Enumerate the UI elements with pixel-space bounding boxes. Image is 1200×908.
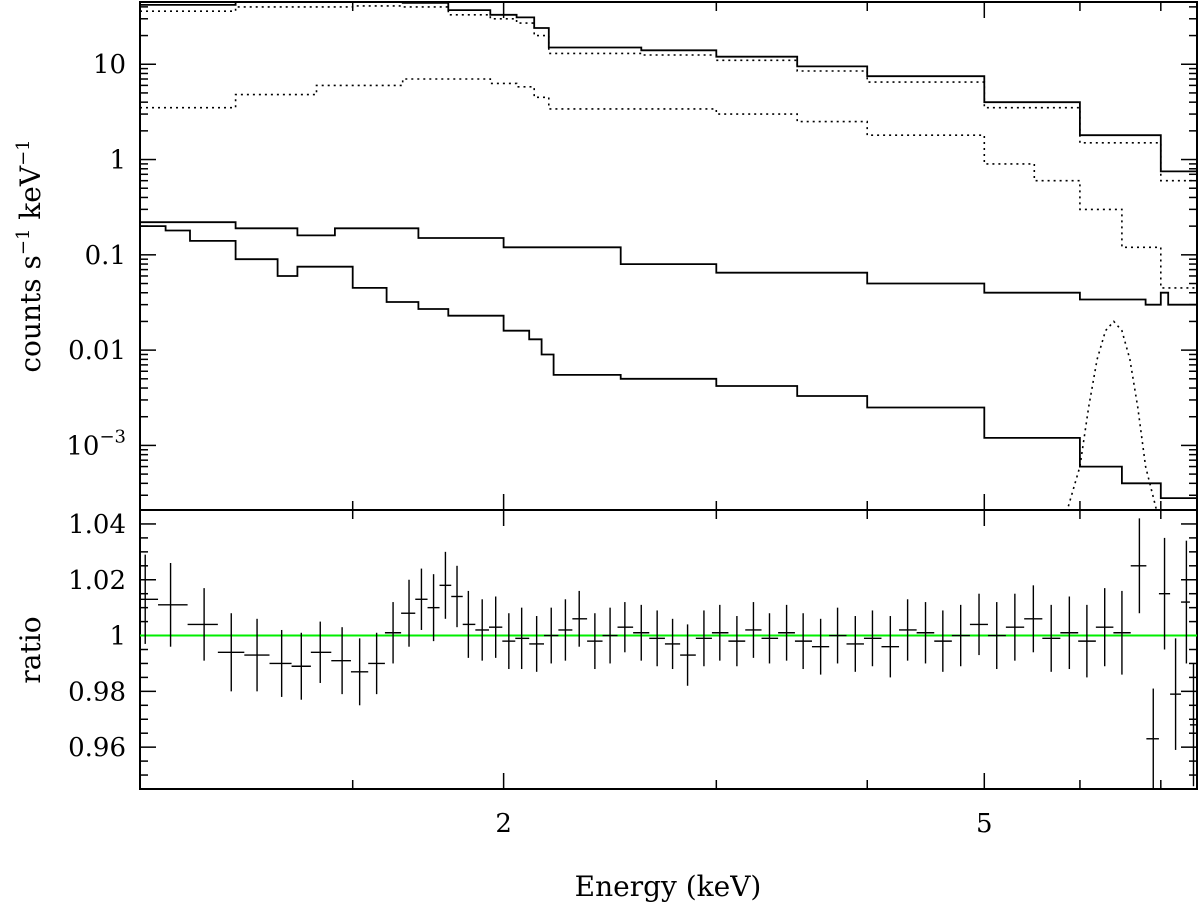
bottom-axis-ticks bbox=[140, 510, 1197, 789]
ratio-point bbox=[462, 590, 476, 658]
ratio-point bbox=[140, 554, 159, 644]
ratio-point bbox=[1078, 604, 1096, 678]
ratio-point bbox=[587, 613, 603, 670]
ratio-point bbox=[558, 599, 573, 661]
ratio-point bbox=[951, 604, 970, 667]
y-tick-label: 1.04 bbox=[68, 510, 126, 540]
ratio-point bbox=[633, 604, 650, 661]
ratio-point bbox=[415, 568, 428, 630]
ratio-point bbox=[778, 604, 795, 661]
x-axis-label: Energy (keV) bbox=[575, 870, 762, 903]
ratio-point bbox=[1181, 540, 1190, 664]
ratio-point bbox=[863, 610, 882, 667]
ratio-point bbox=[158, 563, 188, 647]
ratio-point bbox=[745, 602, 762, 658]
ratio-point bbox=[350, 638, 369, 706]
ratio-point bbox=[187, 588, 218, 661]
ratio-point bbox=[969, 593, 988, 656]
ratio-point bbox=[384, 602, 402, 664]
ratio-data-points bbox=[140, 518, 1197, 789]
ratio-point bbox=[244, 618, 270, 692]
ratio-point bbox=[1113, 590, 1131, 675]
y-tick-label: 1 bbox=[109, 146, 126, 176]
ratio-point bbox=[987, 602, 1006, 670]
ratio-point bbox=[1170, 638, 1182, 750]
ratio-point bbox=[1146, 688, 1159, 789]
y-tick-label: 10 bbox=[93, 50, 126, 80]
y-tick-label: 10−3 bbox=[66, 426, 126, 461]
ratio-point bbox=[1060, 596, 1079, 670]
top-y-tick-labels: 10 1 0.1 0.01 10−3 bbox=[66, 50, 126, 461]
ratio-point bbox=[1042, 604, 1061, 672]
ratio-point bbox=[934, 610, 952, 672]
ratio-point bbox=[401, 579, 416, 647]
ratio-point bbox=[617, 602, 634, 653]
y-tick-label: 1.02 bbox=[68, 566, 126, 596]
ratio-point bbox=[515, 607, 530, 670]
curve-reflection-component bbox=[140, 225, 1197, 509]
ratio-point bbox=[881, 616, 900, 678]
y-tick-label: 1 bbox=[109, 622, 126, 652]
top-y-axis-label: counts s−1 keV−1 bbox=[13, 139, 47, 372]
ratio-point bbox=[1024, 585, 1043, 653]
ratio-point bbox=[310, 621, 332, 683]
curve-total-model bbox=[140, 2, 1197, 196]
ratio-point bbox=[649, 610, 665, 667]
y-tick-label: 0.98 bbox=[68, 677, 126, 707]
curve-fe-k-line bbox=[1066, 320, 1158, 510]
top-panel: 10 1 0.1 0.01 10−3 counts s−1 keV−1 bbox=[13, 1, 1198, 511]
ratio-point bbox=[572, 590, 588, 647]
ratio-point bbox=[475, 599, 489, 661]
y-tick-label: 0.1 bbox=[85, 241, 126, 271]
ratio-point bbox=[269, 629, 292, 697]
ratio-point bbox=[761, 613, 779, 664]
ratio-point bbox=[695, 610, 712, 667]
ratio-point bbox=[291, 632, 311, 700]
ratio-point bbox=[529, 616, 544, 672]
ratio-point bbox=[1189, 663, 1197, 787]
ratio-point bbox=[794, 613, 812, 670]
ratio-point bbox=[829, 607, 847, 664]
ratio-point bbox=[439, 551, 452, 619]
ratio-point bbox=[602, 607, 618, 664]
curve-second-continuum bbox=[140, 78, 1197, 322]
bottom-y-axis-label: ratio bbox=[14, 616, 47, 683]
ratio-point bbox=[1005, 593, 1025, 661]
ratio-point bbox=[502, 613, 516, 670]
ratio-point bbox=[846, 616, 864, 672]
ratio-point bbox=[368, 632, 385, 695]
ratio-point bbox=[488, 596, 503, 658]
x-tick-label: 2 bbox=[495, 809, 512, 839]
ratio-point bbox=[427, 574, 440, 642]
y-tick-label: 0.01 bbox=[68, 336, 126, 366]
curve-primary-continuum bbox=[140, 5, 1197, 203]
ratio-point bbox=[899, 599, 917, 661]
ratio-point bbox=[728, 616, 746, 667]
ratio-point bbox=[543, 607, 559, 664]
ratio-point bbox=[916, 602, 935, 664]
ratio-point bbox=[1158, 537, 1171, 650]
ratio-point bbox=[451, 565, 463, 628]
ratio-point bbox=[217, 613, 245, 692]
bottom-y-tick-labels: 1.04 1.02 1 0.98 0.96 bbox=[68, 510, 126, 763]
ratio-point bbox=[680, 624, 696, 686]
ratio-point bbox=[711, 604, 729, 661]
ratio-point bbox=[331, 627, 351, 695]
ratio-point bbox=[1095, 588, 1114, 667]
curve-scattered-power-law bbox=[140, 221, 1197, 309]
x-tick-label: 5 bbox=[976, 809, 993, 839]
ratio-point bbox=[664, 618, 681, 670]
y-tick-label: 0.96 bbox=[68, 733, 126, 763]
ratio-point bbox=[1130, 518, 1147, 614]
ratio-point bbox=[811, 618, 830, 675]
model-curves bbox=[140, 2, 1197, 510]
